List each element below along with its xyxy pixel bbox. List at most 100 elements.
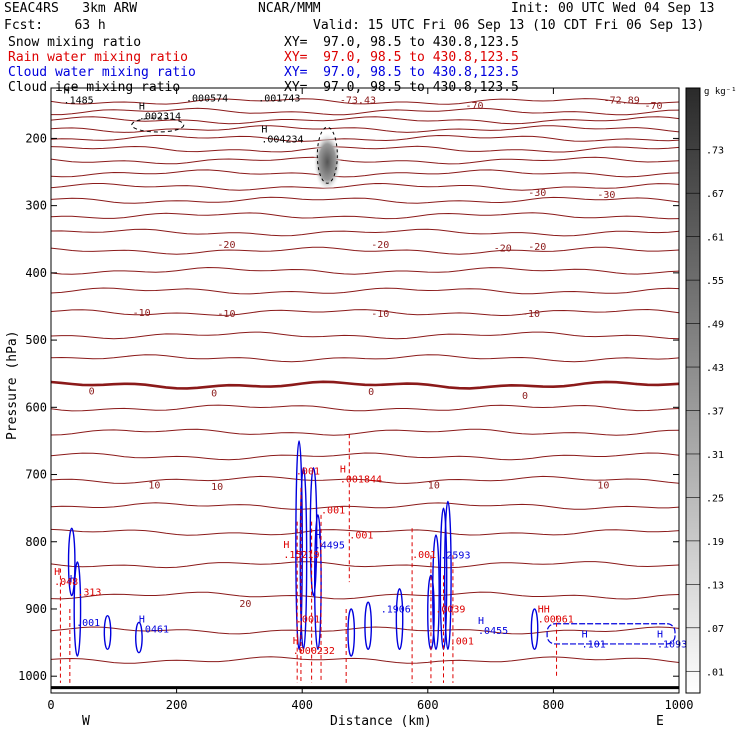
colorbar-level-label: .37 <box>706 407 724 418</box>
rain-label-value: .313 <box>77 588 101 599</box>
cloud-water-contour <box>73 561 82 657</box>
snow-contour <box>316 126 338 184</box>
rain-label-marker: H <box>340 465 346 476</box>
cloud-water-label-value: .1093 <box>657 639 687 650</box>
isotherm-line <box>50 134 680 142</box>
plot-frame <box>50 87 680 694</box>
temperature-label: 10 <box>211 482 223 493</box>
temperature-label: 10 <box>597 481 609 492</box>
colorbar-level-label: .19 <box>706 537 724 548</box>
isotherm-line <box>50 404 680 412</box>
temperature-label: 10 <box>148 481 160 492</box>
temperature-label: -10 <box>522 309 540 320</box>
isotherm-line <box>50 182 680 191</box>
temperature-label: -10 <box>133 308 151 319</box>
cloud-water-label-marker: H <box>657 629 663 640</box>
snow-shading <box>313 131 342 192</box>
isotherm-line <box>50 125 680 133</box>
rain-label-value: .001 <box>412 550 436 561</box>
y-tick-label: 600 <box>25 400 47 414</box>
colorbar-level-label: .55 <box>706 276 724 287</box>
cloud-water-contour <box>309 467 318 597</box>
x-tick-label: 400 <box>291 698 313 712</box>
model-name: SEAC4RS 3km ARW <box>4 1 138 16</box>
cloud-water-label-marker: H <box>582 629 588 640</box>
rain-label-marker: H <box>283 540 289 551</box>
rain-label-marker: H <box>54 567 60 578</box>
colorbar-level-label: .31 <box>706 450 724 461</box>
isotherm-line <box>50 212 680 220</box>
x-tick-label: 0 <box>47 698 54 712</box>
isotherm-line <box>50 475 680 484</box>
isotherm-line <box>50 656 680 664</box>
cloud-water-contour <box>67 527 76 597</box>
isotherm-line <box>50 528 680 536</box>
rain-label-value: .0039 <box>435 604 465 615</box>
rain-label-marker: H <box>293 636 299 647</box>
field-name-rain: Rain water mixing ratio <box>8 50 189 65</box>
init-time: Init: 00 UTC Wed 04 Sep 13 <box>511 1 715 16</box>
x-tick-label: 600 <box>417 698 439 712</box>
isotherm-line <box>50 452 680 461</box>
temperature-label: -20 <box>494 243 512 254</box>
cloud-water-label-marker: H <box>315 530 321 541</box>
temperature-label: -30 <box>597 190 615 201</box>
cloud-water-contour <box>546 623 676 645</box>
snow-label-marker: H <box>139 102 145 113</box>
temperature-label: -10 <box>217 309 235 320</box>
cloud-water-label-value: .0461 <box>139 625 169 636</box>
cloud-water-contour <box>313 514 322 651</box>
temperature-label: -73.43 <box>340 95 376 106</box>
field-name-cloud-water: Cloud water mixing ratio <box>8 65 196 80</box>
cloud-water-contour <box>295 440 303 651</box>
snow-label-marker: H <box>261 124 267 135</box>
y-tick-label: 200 <box>25 131 47 145</box>
isotherm-line <box>50 591 680 600</box>
cloud-water-label-value: .4495 <box>315 540 345 551</box>
cloud-water-contour <box>364 601 373 651</box>
x-axis-label: Distance (km) <box>330 714 432 729</box>
cloud-water-contour <box>432 534 440 651</box>
colorbar-level-label: .67 <box>706 189 724 200</box>
temperature-label: -20 <box>371 240 389 251</box>
cloud-water-contour <box>443 500 452 651</box>
temperature-label: -10 <box>371 309 389 320</box>
x-tick-label: 800 <box>543 698 565 712</box>
snow-label-value: .000574 <box>186 93 228 104</box>
colorbar-level-label: .49 <box>706 320 724 331</box>
y-axis-label: Pressure (hPa) <box>5 330 20 440</box>
isotherm-line <box>50 428 680 436</box>
isotherm-line <box>50 308 680 317</box>
rain-label-marker: HH <box>538 604 550 615</box>
isotherm-line <box>50 228 680 237</box>
cloud-water-contour <box>530 608 539 651</box>
isotherm-line <box>50 380 680 390</box>
rain-label-value: .001 <box>296 614 320 625</box>
cloud-water-label-value: .101 <box>582 639 606 650</box>
snow-label-value: .004234 <box>261 134 303 145</box>
isotherm-line <box>50 266 680 275</box>
field-name-snow: Snow mixing ratio <box>8 35 142 50</box>
cloud-water-contour <box>347 608 356 657</box>
rain-label-value: .15219 <box>283 550 319 561</box>
cloud-water-label-marker: H <box>139 615 145 626</box>
isotherm-line <box>50 156 680 165</box>
isotherm-line <box>50 354 680 363</box>
x-tick-label: 1000 <box>665 698 694 712</box>
temperature-label: -70 <box>644 101 662 112</box>
temperature-label: 10 <box>428 481 440 492</box>
y-tick-label: 400 <box>25 266 47 280</box>
isotherm-line <box>50 561 680 569</box>
temperature-label: -20 <box>217 240 235 251</box>
colorbar-level-label: .61 <box>706 233 724 244</box>
temperature-label: 20 <box>239 599 251 610</box>
cloud-water-label-marker: H <box>478 616 484 627</box>
x-end-label-east: E <box>656 714 664 729</box>
rain-label-value: .000232 <box>293 646 335 657</box>
cloud-water-label-value: .0455 <box>478 626 508 637</box>
isotherm-line <box>50 116 680 125</box>
field-xy-rain: XY= 97.0, 98.5 to 430.8,123.5 <box>284 50 519 65</box>
isotherm-line <box>50 98 680 105</box>
rain-label-value: .001 <box>321 506 345 517</box>
snow-label-marker: H <box>64 85 70 96</box>
